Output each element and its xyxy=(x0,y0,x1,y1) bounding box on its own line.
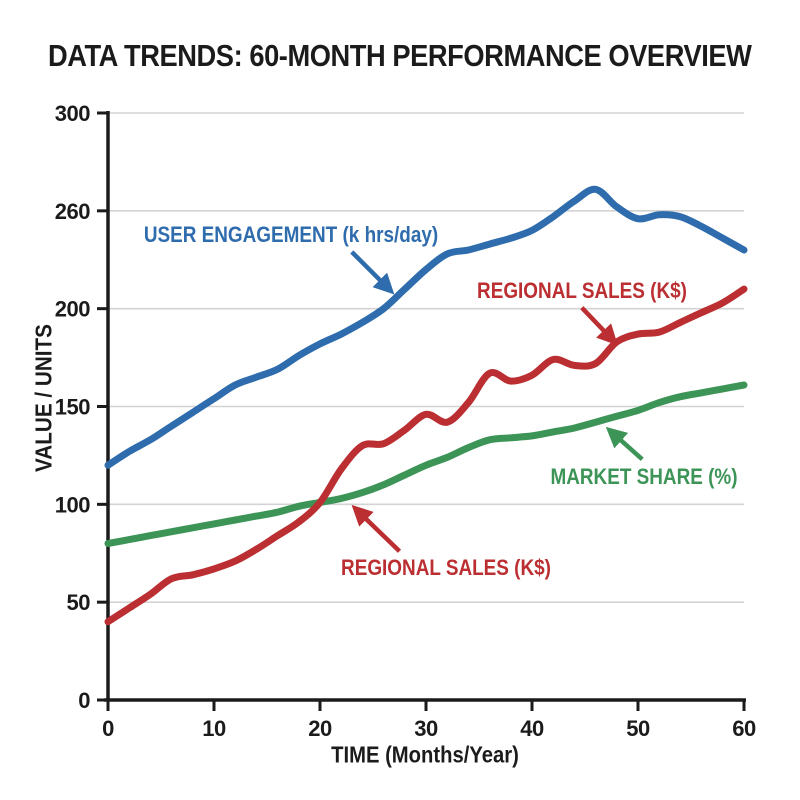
x-tick-label-10: 10 xyxy=(202,716,226,741)
chart-title-text: DATA TRENDS: 60-MONTH PERFORMANCE OVERVI… xyxy=(48,38,752,73)
x-tick-label-30: 30 xyxy=(414,716,438,741)
y-axis-title: VALUE / UNITS xyxy=(30,324,57,472)
regional-sales-label-lower: REGIONAL SALES (K$) xyxy=(341,554,552,580)
chart-title: DATA TRENDS: 60-MONTH PERFORMANCE OVERVI… xyxy=(0,38,800,74)
y-tick-label-50: 50 xyxy=(67,590,91,615)
y-tick-label-260: 260 xyxy=(55,199,90,224)
user-engagement-line xyxy=(104,185,748,469)
x-tick-label-50: 50 xyxy=(626,716,650,741)
market-share-label-arrow xyxy=(605,426,644,462)
x-axis-title: TIME (Months/Year) xyxy=(331,741,519,768)
y-tick-label-200: 200 xyxy=(55,297,90,322)
x-tick-label-40: 40 xyxy=(520,716,544,741)
market-share-label: MARKET SHARE (%) xyxy=(550,463,738,489)
user-engagement-label: USER ENGAGEMENT (k hrs/day) xyxy=(144,222,439,248)
regional-sales-label-upper: REGIONAL SALES (K$) xyxy=(476,278,687,304)
y-tick-label-300: 300 xyxy=(55,101,90,126)
user-engagement-label-arrow xyxy=(350,250,395,295)
y-tick-label-100: 100 xyxy=(55,492,90,517)
x-tick-label-0: 0 xyxy=(102,716,114,741)
regional-sales-label-upper-arrow xyxy=(580,306,618,346)
x-tick-label-20: 20 xyxy=(308,716,332,741)
y-tick-label-0: 0 xyxy=(78,688,90,713)
market-share-line xyxy=(104,381,748,547)
y-tick-label-150: 150 xyxy=(55,395,90,420)
regional-sales-line xyxy=(104,285,748,626)
regional-sales-label-lower-arrow xyxy=(351,504,402,553)
x-tick-label-60: 60 xyxy=(732,716,756,741)
